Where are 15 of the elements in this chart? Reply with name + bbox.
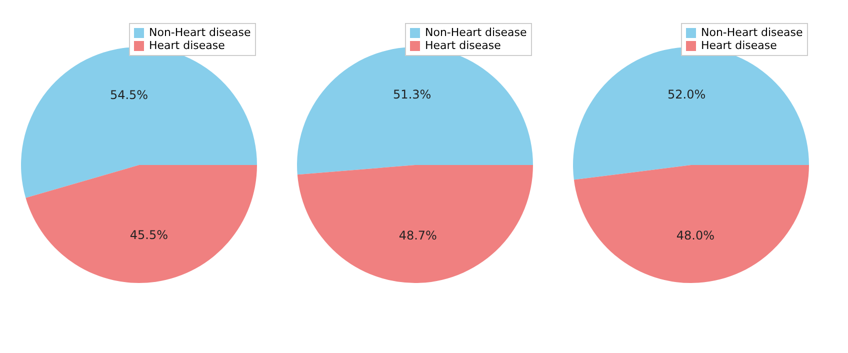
legend-label: Heart disease — [149, 39, 226, 52]
legend-label: Heart disease — [425, 39, 502, 52]
data-label: 52.0% — [667, 87, 706, 102]
data-label: 54.5% — [110, 88, 148, 102]
pie-slice — [297, 165, 533, 283]
legend-label: Non-Heart disease — [425, 26, 528, 39]
legend-label: Non-Heart disease — [701, 26, 804, 39]
data-label: 48.0% — [676, 228, 715, 243]
pie-slice — [574, 165, 809, 283]
pie-slice — [26, 165, 257, 283]
legend-label: Heart disease — [701, 39, 778, 52]
legend-label: Non-Heart disease — [149, 26, 252, 39]
data-label: 48.7% — [398, 228, 437, 243]
data-label: 51.3% — [393, 87, 432, 102]
data-label: 45.5% — [130, 228, 168, 242]
